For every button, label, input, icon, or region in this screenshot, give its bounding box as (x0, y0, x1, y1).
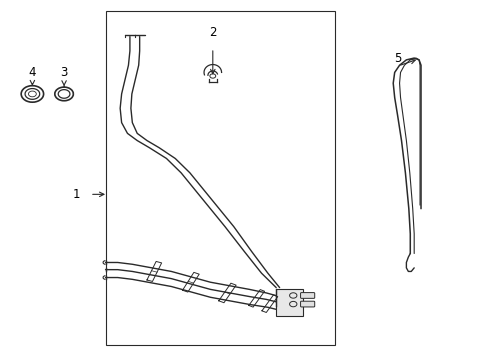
Text: 3: 3 (61, 66, 68, 79)
Bar (105, 12, 334, 345)
FancyBboxPatch shape (276, 289, 303, 316)
Text: 2: 2 (209, 27, 216, 40)
Text: 4: 4 (29, 66, 36, 79)
Text: 1: 1 (72, 188, 80, 201)
FancyBboxPatch shape (300, 293, 314, 298)
Text: 5: 5 (394, 51, 401, 64)
FancyBboxPatch shape (300, 301, 314, 307)
